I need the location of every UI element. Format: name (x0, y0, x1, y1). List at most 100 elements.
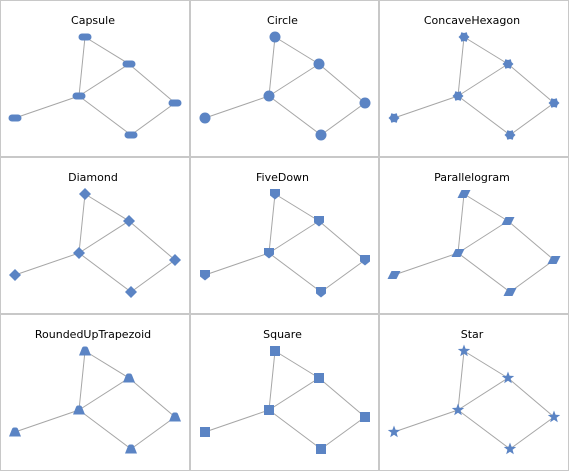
node-left (388, 113, 400, 123)
node-far-right (548, 98, 560, 108)
edge-far-right-bottom (320, 102, 366, 136)
edge-far-right-bottom (130, 416, 176, 450)
node-top (269, 31, 281, 43)
edge-top-right (463, 36, 509, 65)
edge-right-center (78, 220, 130, 254)
panel-parallelogram: Parallelogram (379, 157, 569, 314)
node-far-right (169, 254, 181, 266)
panel-five-down: FiveDown (190, 157, 379, 314)
node-far-right (360, 412, 370, 422)
panel-title: Circle (267, 14, 298, 27)
node-bottom (504, 130, 516, 140)
node-right (314, 216, 324, 227)
edge-center-bottom (78, 409, 132, 450)
edge-far-right-bottom (509, 416, 555, 450)
node-far-right (547, 410, 561, 423)
edge-center-bottom (268, 252, 322, 293)
node-left (199, 112, 211, 124)
node-center (263, 90, 275, 102)
edge-top-right (274, 36, 320, 65)
edge-center-bottom (457, 252, 511, 293)
node-center (451, 403, 465, 416)
panel-border (0, 157, 190, 314)
edge-right-center (268, 63, 320, 97)
panel-star: Star (379, 314, 569, 471)
panel-border (190, 157, 379, 314)
edge-center-bottom (457, 95, 511, 136)
panel-circle: Circle (190, 0, 379, 157)
node-right (123, 215, 135, 227)
edge-right-center (457, 220, 509, 254)
edge-right-far-right (128, 220, 176, 261)
edge-center-bottom (457, 409, 511, 450)
edge-center-left (14, 252, 80, 276)
node-top (270, 189, 280, 200)
node-bottom (315, 129, 327, 141)
node-far-right (168, 99, 182, 107)
edge-top-center (78, 36, 86, 97)
node-center (72, 92, 86, 100)
panel-capsule: Capsule (0, 0, 190, 157)
node-right (122, 60, 136, 68)
node-left (9, 427, 21, 437)
edge-right-far-right (507, 63, 555, 104)
panel-border (190, 0, 379, 157)
node-right (501, 217, 515, 225)
edge-top-center (78, 193, 86, 254)
edge-top-center (268, 193, 276, 254)
node-right (314, 373, 324, 383)
edge-center-bottom (78, 95, 132, 136)
edge-center-left (14, 95, 80, 119)
edge-center-bottom (268, 409, 322, 450)
edge-top-right (463, 193, 509, 222)
edge-center-bottom (268, 95, 322, 136)
node-left (387, 425, 401, 438)
panel-title: Capsule (71, 14, 115, 27)
node-right (501, 371, 515, 384)
node-top (457, 344, 471, 357)
node-top (270, 346, 280, 356)
edge-center-left (204, 409, 270, 433)
edge-top-right (84, 36, 130, 65)
edge-right-center (457, 377, 509, 411)
edge-right-far-right (318, 377, 366, 418)
edge-right-center (268, 220, 320, 254)
panel-rounded-up-trapezoid: RoundedUpTrapezoid (0, 314, 190, 471)
edge-right-center (78, 377, 130, 411)
edge-far-right-bottom (130, 259, 176, 293)
edge-top-right (84, 193, 130, 222)
panel-title: Square (263, 328, 302, 341)
panel-square: Square (190, 314, 379, 471)
node-center (264, 405, 274, 415)
edge-right-far-right (318, 63, 366, 104)
edge-top-right (274, 350, 320, 379)
node-top (457, 190, 471, 198)
edge-center-left (393, 252, 459, 276)
edge-far-right-bottom (509, 102, 555, 136)
node-bottom (503, 288, 517, 296)
edge-far-right-bottom (130, 102, 176, 136)
node-center (451, 249, 465, 257)
edge-right-center (78, 63, 130, 97)
node-center (452, 91, 464, 101)
edge-right-far-right (507, 377, 555, 418)
panel-border (0, 0, 190, 157)
node-top (78, 33, 92, 41)
edge-right-center (457, 63, 509, 97)
panel-title: Diamond (68, 171, 118, 184)
edge-right-far-right (507, 220, 555, 261)
edge-top-center (268, 350, 276, 411)
node-left (387, 271, 401, 279)
edge-top-center (457, 193, 465, 254)
edge-center-left (393, 409, 459, 433)
node-bottom (125, 286, 137, 298)
node-left (9, 269, 21, 281)
panel-title: FiveDown (256, 171, 309, 184)
panel-diamond: Diamond (0, 157, 190, 314)
panel-title: ConcaveHexagon (424, 14, 520, 27)
node-left (200, 270, 210, 281)
edge-top-center (78, 350, 86, 411)
node-far-right (547, 256, 561, 264)
node-far-right (359, 97, 371, 109)
